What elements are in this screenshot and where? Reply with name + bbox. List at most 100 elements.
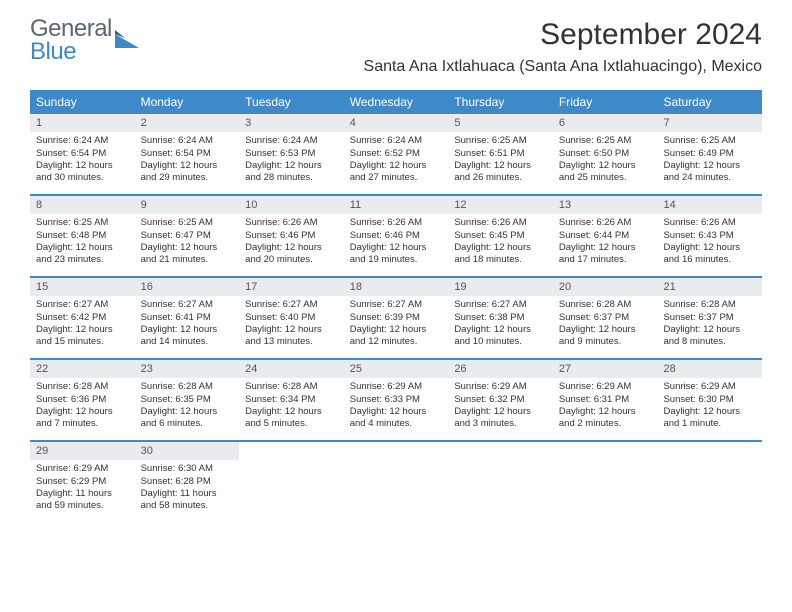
day-header: Saturday bbox=[657, 90, 762, 114]
sunrise-line: Sunrise: 6:29 AM bbox=[454, 381, 547, 393]
sunrise-line: Sunrise: 6:26 AM bbox=[559, 217, 652, 229]
daylight-line: Daylight: 12 hours and 1 minute. bbox=[663, 406, 756, 431]
logo-triangle-icon bbox=[115, 30, 143, 50]
day-body: Sunrise: 6:24 AMSunset: 6:54 PMDaylight:… bbox=[30, 132, 135, 190]
day-cell: 22Sunrise: 6:28 AMSunset: 6:36 PMDayligh… bbox=[30, 360, 135, 440]
day-cell: 27Sunrise: 6:29 AMSunset: 6:31 PMDayligh… bbox=[553, 360, 658, 440]
day-cell: 26Sunrise: 6:29 AMSunset: 6:32 PMDayligh… bbox=[448, 360, 553, 440]
sunrise-line: Sunrise: 6:27 AM bbox=[350, 299, 443, 311]
day-cell: 25Sunrise: 6:29 AMSunset: 6:33 PMDayligh… bbox=[344, 360, 449, 440]
header: General Blue September 2024 Santa Ana Ix… bbox=[0, 0, 792, 82]
sunset-line: Sunset: 6:36 PM bbox=[36, 394, 129, 406]
daylight-line: Daylight: 12 hours and 5 minutes. bbox=[245, 406, 338, 431]
day-body: Sunrise: 6:25 AMSunset: 6:51 PMDaylight:… bbox=[448, 132, 553, 190]
sunset-line: Sunset: 6:49 PM bbox=[663, 148, 756, 160]
title-block: September 2024 Santa Ana Ixtlahuaca (San… bbox=[364, 18, 762, 76]
day-body: Sunrise: 6:27 AMSunset: 6:39 PMDaylight:… bbox=[344, 296, 449, 354]
day-number: 15 bbox=[30, 278, 135, 296]
daylight-line: Daylight: 12 hours and 23 minutes. bbox=[36, 242, 129, 267]
day-body: Sunrise: 6:24 AMSunset: 6:53 PMDaylight:… bbox=[239, 132, 344, 190]
daylight-line: Daylight: 12 hours and 20 minutes. bbox=[245, 242, 338, 267]
day-number: 8 bbox=[30, 196, 135, 214]
day-cell: 11Sunrise: 6:26 AMSunset: 6:46 PMDayligh… bbox=[344, 196, 449, 276]
daylight-line: Daylight: 12 hours and 6 minutes. bbox=[141, 406, 234, 431]
daylight-line: Daylight: 12 hours and 16 minutes. bbox=[663, 242, 756, 267]
day-number: 4 bbox=[344, 114, 449, 132]
day-cell: 12Sunrise: 6:26 AMSunset: 6:45 PMDayligh… bbox=[448, 196, 553, 276]
day-header: Monday bbox=[135, 90, 240, 114]
day-number: 5 bbox=[448, 114, 553, 132]
day-number: 6 bbox=[553, 114, 658, 132]
day-cell: 14Sunrise: 6:26 AMSunset: 6:43 PMDayligh… bbox=[657, 196, 762, 276]
sunset-line: Sunset: 6:48 PM bbox=[36, 230, 129, 242]
day-cell: 6Sunrise: 6:25 AMSunset: 6:50 PMDaylight… bbox=[553, 114, 658, 194]
month-title: September 2024 bbox=[364, 18, 762, 52]
day-cell: 1Sunrise: 6:24 AMSunset: 6:54 PMDaylight… bbox=[30, 114, 135, 194]
day-cell: 23Sunrise: 6:28 AMSunset: 6:35 PMDayligh… bbox=[135, 360, 240, 440]
sunrise-line: Sunrise: 6:27 AM bbox=[454, 299, 547, 311]
sunrise-line: Sunrise: 6:25 AM bbox=[141, 217, 234, 229]
day-cell bbox=[344, 442, 449, 522]
daylight-line: Daylight: 12 hours and 9 minutes. bbox=[559, 324, 652, 349]
sunrise-line: Sunrise: 6:24 AM bbox=[36, 135, 129, 147]
day-number: 19 bbox=[448, 278, 553, 296]
day-header-row: SundayMondayTuesdayWednesdayThursdayFrid… bbox=[30, 90, 762, 114]
day-cell: 30Sunrise: 6:30 AMSunset: 6:28 PMDayligh… bbox=[135, 442, 240, 522]
daylight-line: Daylight: 11 hours and 58 minutes. bbox=[141, 488, 234, 513]
week-row: 22 Sunrise: 6:28 AM Sunset: 6:36 PM Dayligh… bbox=[30, 360, 762, 442]
day-number: 29 bbox=[30, 442, 135, 460]
day-header: Thursday bbox=[448, 90, 553, 114]
day-number: 14 bbox=[657, 196, 762, 214]
daylight-line: Daylight: 12 hours and 8 minutes. bbox=[663, 324, 756, 349]
sunrise-line: Sunrise: 6:24 AM bbox=[141, 135, 234, 147]
day-cell bbox=[553, 442, 658, 522]
logo-text: General Blue bbox=[30, 18, 112, 64]
day-number: 11 bbox=[344, 196, 449, 214]
sunrise-line: Sunrise: 6:28 AM bbox=[245, 381, 338, 393]
sunrise-line: Sunrise: 6:26 AM bbox=[350, 217, 443, 229]
sunrise-line: Sunrise: 6:27 AM bbox=[245, 299, 338, 311]
day-header: Friday bbox=[553, 90, 658, 114]
sunset-line: Sunset: 6:46 PM bbox=[245, 230, 338, 242]
day-cell: 3Sunrise: 6:24 AMSunset: 6:53 PMDaylight… bbox=[239, 114, 344, 194]
sunset-line: Sunset: 6:29 PM bbox=[36, 476, 129, 488]
sunset-line: Sunset: 6:35 PM bbox=[141, 394, 234, 406]
day-number: 2 bbox=[135, 114, 240, 132]
day-number: 28 bbox=[657, 360, 762, 378]
day-body: Sunrise: 6:27 AMSunset: 6:40 PMDaylight:… bbox=[239, 296, 344, 354]
day-body: Sunrise: 6:26 AMSunset: 6:46 PMDaylight:… bbox=[344, 214, 449, 272]
sunset-line: Sunset: 6:30 PM bbox=[663, 394, 756, 406]
daylight-line: Daylight: 12 hours and 18 minutes. bbox=[454, 242, 547, 267]
sunset-line: Sunset: 6:42 PM bbox=[36, 312, 129, 324]
sunrise-line: Sunrise: 6:25 AM bbox=[454, 135, 547, 147]
day-body: Sunrise: 6:24 AMSunset: 6:54 PMDaylight:… bbox=[135, 132, 240, 190]
day-number: 22 bbox=[30, 360, 135, 378]
daylight-line: Daylight: 12 hours and 29 minutes. bbox=[141, 160, 234, 185]
day-cell: 13Sunrise: 6:26 AMSunset: 6:44 PMDayligh… bbox=[553, 196, 658, 276]
sunset-line: Sunset: 6:53 PM bbox=[245, 148, 338, 160]
day-cell: 19Sunrise: 6:27 AMSunset: 6:38 PMDayligh… bbox=[448, 278, 553, 358]
day-body: Sunrise: 6:25 AMSunset: 6:50 PMDaylight:… bbox=[553, 132, 658, 190]
sunrise-line: Sunrise: 6:28 AM bbox=[559, 299, 652, 311]
sunset-line: Sunset: 6:46 PM bbox=[350, 230, 443, 242]
day-body: Sunrise: 6:28 AMSunset: 6:37 PMDaylight:… bbox=[657, 296, 762, 354]
sunset-line: Sunset: 6:41 PM bbox=[141, 312, 234, 324]
sunset-line: Sunset: 6:43 PM bbox=[663, 230, 756, 242]
day-body: Sunrise: 6:26 AMSunset: 6:44 PMDaylight:… bbox=[553, 214, 658, 272]
sunrise-line: Sunrise: 6:24 AM bbox=[350, 135, 443, 147]
day-body: Sunrise: 6:29 AMSunset: 6:32 PMDaylight:… bbox=[448, 378, 553, 436]
sunset-line: Sunset: 6:39 PM bbox=[350, 312, 443, 324]
day-cell bbox=[657, 442, 762, 522]
day-cell: 18Sunrise: 6:27 AMSunset: 6:39 PMDayligh… bbox=[344, 278, 449, 358]
day-cell: 24Sunrise: 6:28 AMSunset: 6:34 PMDayligh… bbox=[239, 360, 344, 440]
sunrise-line: Sunrise: 6:30 AM bbox=[141, 463, 234, 475]
day-number: 20 bbox=[553, 278, 658, 296]
day-number: 7 bbox=[657, 114, 762, 132]
calendar: SundayMondayTuesdayWednesdayThursdayFrid… bbox=[30, 90, 762, 522]
day-cell: 8Sunrise: 6:25 AMSunset: 6:48 PMDaylight… bbox=[30, 196, 135, 276]
day-number: 30 bbox=[135, 442, 240, 460]
daylight-line: Daylight: 12 hours and 25 minutes. bbox=[559, 160, 652, 185]
week-row: 15 Sunrise: 6:27 AM Sunset: 6:42 PM Dayligh… bbox=[30, 278, 762, 360]
sunrise-line: Sunrise: 6:29 AM bbox=[663, 381, 756, 393]
day-number: 24 bbox=[239, 360, 344, 378]
